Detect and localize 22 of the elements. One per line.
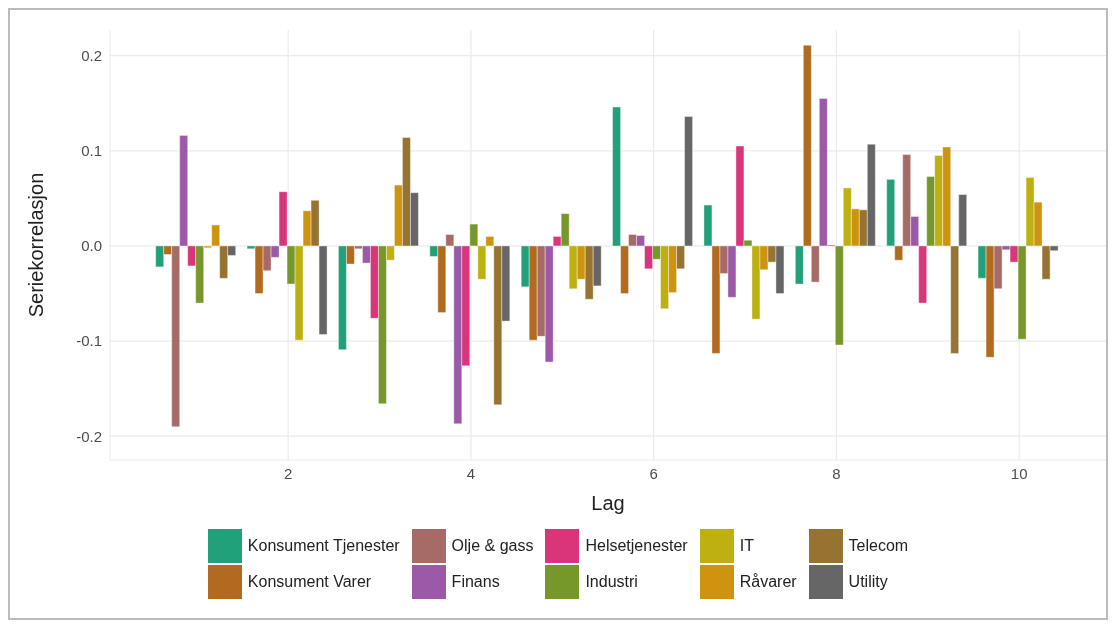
- x-tick-label: 2: [284, 464, 293, 482]
- legend-label: Råvarer: [739, 573, 797, 591]
- x-tick-label: 6: [649, 464, 658, 482]
- legend-label: Finans: [451, 573, 500, 591]
- legend-label: Industri: [585, 573, 638, 591]
- y-tick-label: 0.2: [81, 47, 102, 65]
- y-tick-label: -0.2: [76, 427, 102, 445]
- y-tick-label: 0.1: [81, 142, 102, 160]
- y-tick-label: 0.0: [81, 237, 102, 255]
- legend-label: Helsetjenester: [585, 537, 688, 555]
- x-axis-title: Lag: [591, 492, 625, 514]
- legend-label: Konsument Tjenester: [247, 537, 400, 555]
- x-tick-label: 4: [466, 464, 476, 482]
- x-tick-label: 8: [832, 464, 841, 482]
- legend-label: Konsument Varer: [247, 573, 372, 591]
- legend-label: Olje & gass: [451, 537, 534, 555]
- y-axis-title: Seriekorrelasjon: [25, 172, 48, 318]
- legend-label: Telecom: [848, 537, 909, 555]
- x-tick-label: 10: [1010, 464, 1028, 482]
- legend-label: IT: [739, 537, 754, 555]
- legend-label: Utility: [848, 573, 888, 591]
- y-tick-label: -0.1: [76, 332, 102, 350]
